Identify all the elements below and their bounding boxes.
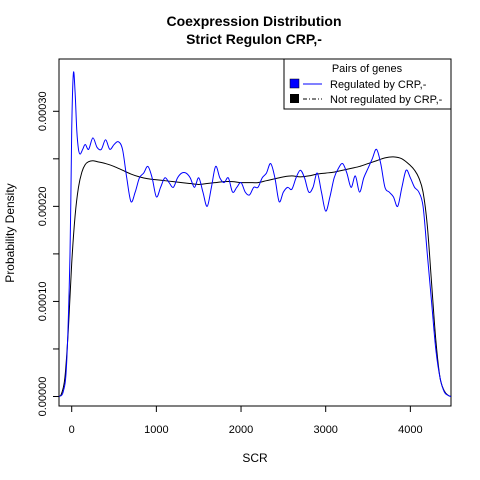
y-axis: 0.00000 0.00010 0.00020 0.00030 xyxy=(37,91,59,416)
chart-title: Coexpression Distribution xyxy=(166,13,341,29)
x-axis: 0 1000 2000 3000 4000 xyxy=(69,406,423,436)
y-tick-label: 0.00030 xyxy=(37,91,49,131)
legend-label-regulated: Regulated by CRP,- xyxy=(330,79,427,91)
legend-label-not-regulated: Not regulated by CRP,- xyxy=(330,94,443,106)
plot-lines xyxy=(58,71,452,397)
x-tick-label: 3000 xyxy=(313,424,337,436)
series-line-not-regulated xyxy=(58,156,452,397)
chart-subtitle: Strict Regulon CRP,- xyxy=(186,31,322,47)
x-tick-label: 0 xyxy=(69,424,75,436)
legend-swatch-not-regulated xyxy=(290,94,299,103)
legend: Pairs of genes Regulated by CRP,- Not re… xyxy=(283,58,452,110)
x-tick-label: 4000 xyxy=(398,424,422,436)
y-tick-label: 0.00020 xyxy=(37,186,49,226)
plot-frame xyxy=(58,58,452,407)
series-line-regulated xyxy=(58,71,452,397)
y-tick-label: 0.00010 xyxy=(37,282,49,322)
y-tick-label: 0.00000 xyxy=(37,377,49,417)
x-tick-label: 1000 xyxy=(144,424,168,436)
x-tick-label: 2000 xyxy=(229,424,253,436)
legend-swatch-regulated xyxy=(289,78,300,89)
x-axis-label: SCR xyxy=(242,451,268,465)
legend-title: Pairs of genes xyxy=(332,63,403,75)
y-axis-label: Probability Density xyxy=(3,183,17,282)
